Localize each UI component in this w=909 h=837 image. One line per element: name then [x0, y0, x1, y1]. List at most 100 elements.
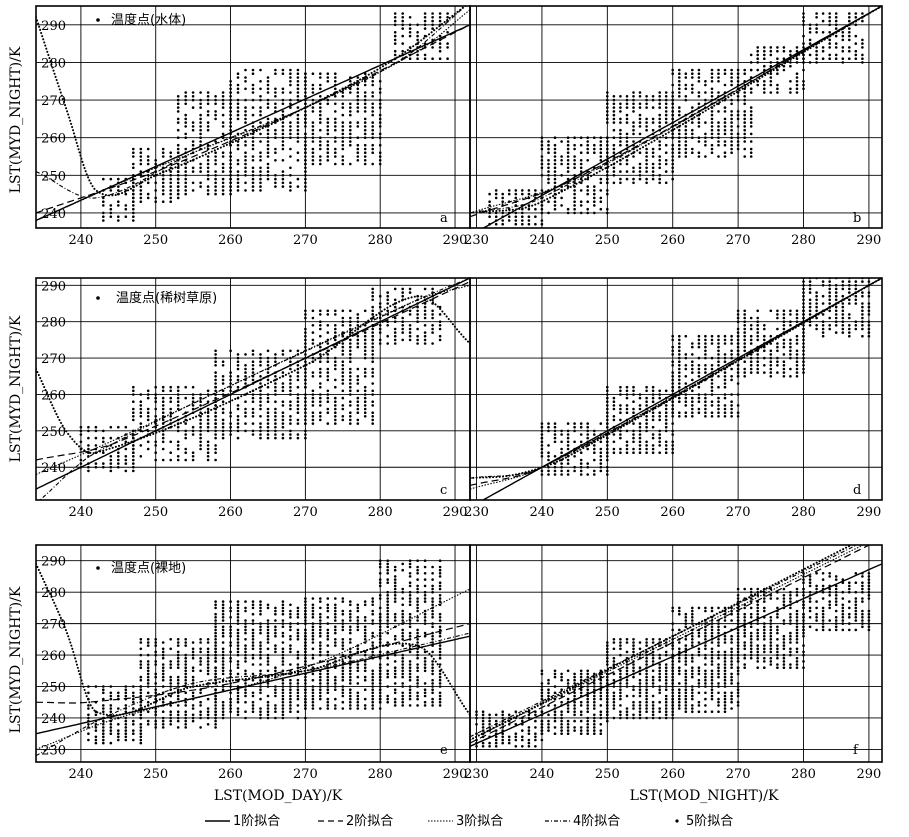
scatter-point-a — [393, 19, 397, 23]
scatter-point-a — [341, 113, 345, 117]
scatter-point-c — [408, 309, 412, 313]
scatter-point-e — [438, 685, 442, 688]
scatter-point-e — [214, 710, 217, 713]
scatter-point-e — [386, 622, 390, 625]
scatter-point-d — [723, 393, 727, 396]
scatter-point-c — [319, 411, 322, 415]
scatter-point-d — [547, 469, 550, 473]
scatter-point-c — [146, 447, 150, 451]
scatter-point-f — [619, 644, 622, 647]
scatter-point-e — [221, 704, 225, 707]
scatter-point-d — [802, 364, 805, 367]
scatter-point-e — [304, 716, 307, 720]
scatter-point-c — [214, 360, 217, 364]
scatter-point-b — [553, 174, 557, 177]
scatter-point-c — [251, 378, 255, 382]
scatter-point-a — [349, 121, 352, 124]
scatter-point-d — [848, 324, 851, 327]
scatter-point-b — [730, 113, 733, 117]
x-tick-b-280: 280 — [791, 233, 816, 248]
scatter-point-e — [274, 688, 277, 691]
scatter-point-b — [651, 147, 655, 151]
scatter-point-f — [586, 716, 589, 720]
scatter-point-c — [296, 375, 300, 378]
scatter-point-a — [319, 76, 322, 79]
scatter-point-c — [334, 415, 337, 418]
scatter-point-e — [259, 685, 262, 688]
scatter-point-c — [214, 349, 217, 353]
scatter-point-e — [393, 587, 397, 591]
scatter-point-e — [363, 600, 367, 603]
scatter-point-e — [214, 707, 217, 710]
scatter-point-e — [199, 716, 202, 720]
scatter-point-d — [645, 422, 648, 425]
scatter-point-e — [154, 653, 157, 657]
scatter-point-a — [363, 98, 367, 102]
scatter-point-a — [184, 147, 187, 151]
scatter-point-d — [619, 418, 622, 422]
scatter-point-e — [139, 675, 143, 679]
scatter-point-b — [697, 80, 701, 83]
scatter-point-d — [743, 342, 746, 345]
scatter-point-d — [664, 407, 668, 411]
scatter-point-a — [236, 177, 240, 181]
scatter-point-b — [625, 121, 629, 124]
scatter-point-f — [573, 700, 576, 704]
scatter-point-c — [236, 418, 240, 422]
scatter-point-c — [296, 364, 300, 367]
scatter-point-c — [146, 396, 150, 400]
scatter-point-e — [214, 638, 217, 641]
scatter-point-d — [612, 447, 616, 451]
scatter-point-c — [221, 393, 225, 396]
scatter-point-c — [94, 444, 98, 447]
scatter-point-b — [606, 177, 609, 181]
scatter-point-e — [132, 732, 135, 735]
fit-curve-fit1-b — [482, 6, 882, 228]
scatter-point-f — [501, 713, 505, 717]
scatter-point-a — [341, 140, 345, 143]
scatter-point-d — [782, 320, 786, 324]
scatter-point-d — [723, 407, 727, 411]
scatter-point-e — [326, 644, 330, 647]
scatter-point-e — [169, 723, 172, 726]
scatter-point-d — [736, 364, 740, 367]
scatter-point-b — [534, 222, 537, 226]
scatter-point-d — [749, 364, 753, 367]
scatter-point-b — [651, 128, 655, 132]
scatter-point-b — [743, 68, 746, 72]
scatter-point-e — [386, 619, 390, 622]
scatter-point-d — [573, 440, 576, 444]
scatter-point-b — [573, 207, 576, 211]
x-tick-c-290: 290 — [443, 505, 468, 520]
scatter-point-c — [349, 393, 352, 396]
scatter-point-e — [416, 619, 419, 622]
scatter-point-e — [102, 735, 105, 739]
scatter-point-e — [334, 619, 337, 622]
scatter-point-d — [632, 451, 635, 455]
scatter-point-d — [579, 422, 583, 425]
scatter-point-c — [393, 320, 397, 324]
scatter-point-a — [161, 147, 165, 151]
scatter-point-e — [199, 691, 202, 695]
scatter-point-e — [146, 678, 150, 682]
scatter-point-b — [658, 177, 661, 181]
scatter-point-a — [117, 215, 120, 218]
scatter-point-b — [514, 222, 518, 226]
scatter-point-a — [319, 83, 322, 87]
scatter-point-b — [808, 53, 812, 57]
scatter-point-e — [393, 619, 397, 622]
scatter-point-f — [586, 710, 589, 713]
scatter-point-d — [573, 465, 576, 469]
scatter-point-c — [266, 418, 270, 422]
scatter-point-d — [736, 345, 740, 349]
scatter-point-e — [296, 631, 300, 635]
scatter-point-c — [206, 418, 210, 422]
scatter-point-c — [311, 415, 315, 418]
scatter-point-e — [378, 707, 382, 710]
scatter-point-f — [606, 660, 609, 663]
scatter-point-f — [560, 713, 563, 717]
scatter-point-e — [184, 663, 187, 666]
scatter-point-b — [586, 185, 589, 188]
scatter-point-d — [684, 404, 688, 407]
scatter-point-b — [527, 215, 531, 218]
